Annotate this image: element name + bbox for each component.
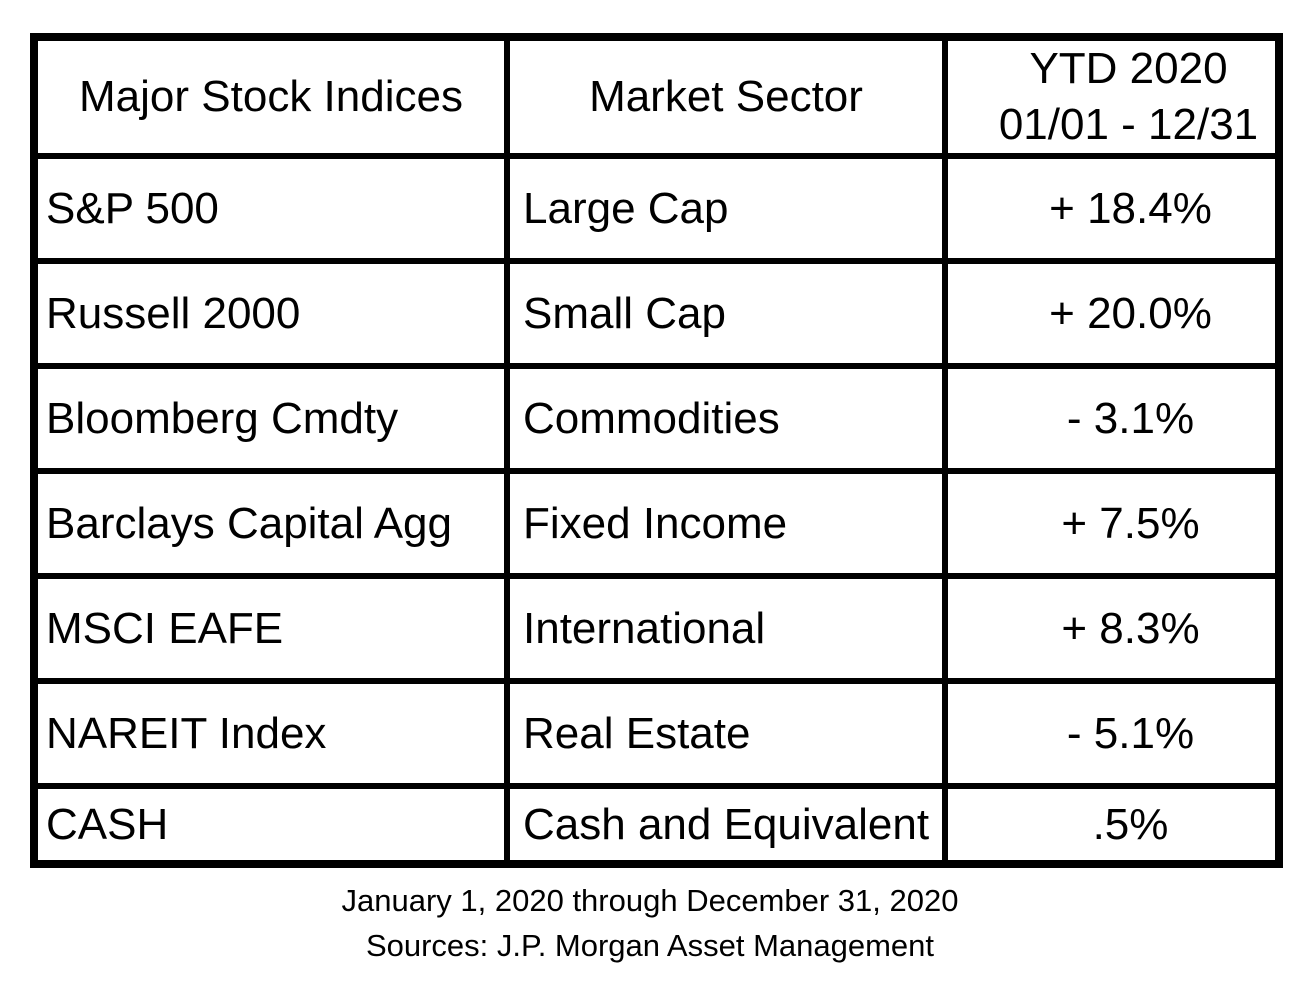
table-row-nareit-index: NAREIT Index Real Estate - 5.1% [31,678,1282,789]
cell-sector: Small Cap [504,258,948,369]
table-row-russell-2000: Russell 2000 Small Cap + 20.0% [31,258,1282,369]
header-ytd-line2: 01/01 - 12/31 [998,100,1259,149]
cell-ytd: - 5.1% [942,678,1282,789]
header-market-sector: Market Sector [504,34,948,159]
cell-sector: International [504,573,948,684]
cell-sector: Commodities [504,363,948,474]
table-row-msci-eafe: MSCI EAFE International + 8.3% [31,573,1282,684]
cell-sector: Real Estate [504,678,948,789]
footer-period: January 1, 2020 through December 31, 202… [341,883,959,918]
table-row-sp500: S&P 500 Large Cap + 18.4% [31,153,1282,264]
cell-index: CASH [31,783,510,867]
cell-sector: Large Cap [504,153,948,264]
cell-index: NAREIT Index [31,678,510,789]
header-ytd-2020: YTD 2020 01/01 - 12/31 [942,34,1282,159]
header-major-stock-indices: Major Stock Indices [31,34,510,159]
table-header-row: Major Stock Indices Market Sector YTD 20… [31,34,1282,159]
footer-source: Sources: J.P. Morgan Asset Management [365,928,935,963]
cell-index: Bloomberg Cmdty [31,363,510,474]
cell-ytd: + 8.3% [942,573,1282,684]
cell-ytd: + 18.4% [942,153,1282,264]
footer-captions: January 1, 2020 through December 31, 202… [0,878,1300,968]
cell-index: Barclays Capital Agg [31,468,510,579]
table-row-bloomberg-cmdty: Bloomberg Cmdty Commodities - 3.1% [31,363,1282,474]
cell-ytd: .5% [942,783,1282,867]
cell-ytd: + 7.5% [942,468,1282,579]
cell-ytd: + 20.0% [942,258,1282,369]
cell-index: MSCI EAFE [31,573,510,684]
cell-index: S&P 500 [31,153,510,264]
cell-ytd: - 3.1% [942,363,1282,474]
cell-index: Russell 2000 [31,258,510,369]
header-ytd-line1: YTD 2020 [1029,44,1228,93]
ytd-returns-table: Major Stock Indices Market Sector YTD 20… [30,33,1283,868]
table-row-cash: CASH Cash and Equivalent .5% [31,783,1282,867]
table-row-barclays-capital-agg: Barclays Capital Agg Fixed Income + 7.5% [31,468,1282,579]
cell-sector: Fixed Income [504,468,948,579]
cell-sector: Cash and Equivalent [504,783,948,867]
